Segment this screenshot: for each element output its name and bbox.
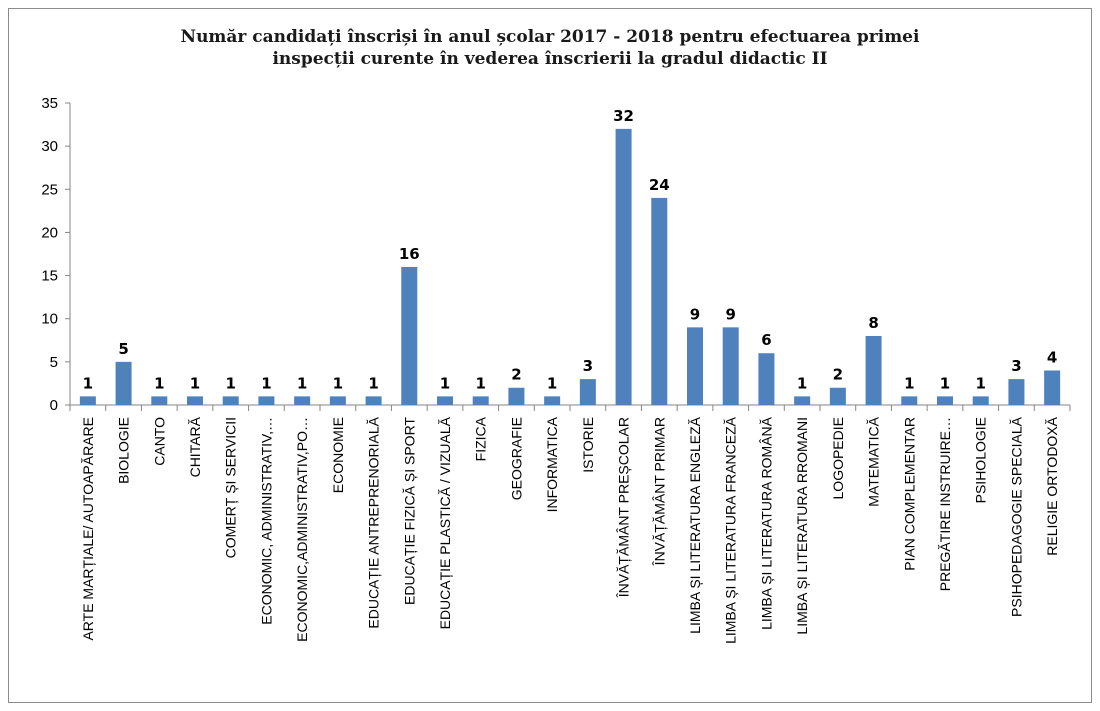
- bar: [115, 361, 132, 405]
- x-tick-label: LOGOPEDIE: [830, 417, 846, 499]
- bar: [758, 353, 775, 405]
- data-label: 2: [833, 366, 843, 384]
- x-tick-label: LIMBA ȘI LITERATURA FRANCEZĂ: [723, 416, 739, 644]
- chart-title-line-1: Număr candidați înscriși în anul școlar …: [180, 27, 920, 47]
- data-label: 9: [725, 305, 735, 323]
- bar: [294, 396, 311, 405]
- data-label: 1: [975, 374, 985, 392]
- x-tick-label: PSIHOPEDAGOGIE SPECIALĂ: [1008, 416, 1024, 617]
- data-label: 16: [399, 245, 420, 263]
- bar: [615, 128, 632, 405]
- data-label: 3: [1011, 357, 1021, 375]
- x-tick-label: CANTO: [151, 417, 167, 466]
- bar: [79, 396, 96, 405]
- y-tick-label: 30: [41, 138, 58, 155]
- x-tick-label: ISTORIE: [580, 417, 596, 473]
- bar: [222, 396, 239, 405]
- data-label: 1: [440, 374, 450, 392]
- x-tick-label: RELIGIE ORTODOXĂ: [1044, 416, 1060, 555]
- x-tick-label: LIMBA ȘI LITERATURA RROMANI: [794, 417, 810, 635]
- bar: [1008, 379, 1025, 405]
- data-label: 1: [83, 374, 93, 392]
- x-tick-label: EDUCAȚIE PLASTICĂ / VIZUALĂ: [437, 416, 453, 629]
- x-tick-label: ÎNVĂȚĂMÂNT PREȘCOLAR: [616, 417, 632, 598]
- x-tick-label: BIOLOGIE: [116, 417, 132, 484]
- chart-title-line-2: inspecții curente în vederea înscrierii …: [272, 49, 828, 69]
- x-tick-label: GEOGRAFIE: [508, 417, 524, 500]
- x-tick-label: PREGĂTIRE INSTRUIRE…: [937, 417, 953, 591]
- data-label: 1: [225, 374, 235, 392]
- bar: [437, 396, 453, 405]
- bar: [829, 387, 846, 405]
- bar: [401, 266, 418, 405]
- x-tick-label: MATEMATICĂ: [866, 416, 882, 506]
- bar: [329, 396, 346, 405]
- y-tick-label: 5: [50, 354, 58, 371]
- bar: [722, 327, 739, 405]
- data-label: 1: [190, 374, 200, 392]
- bar: [865, 335, 882, 405]
- y-tick-label: 35: [41, 95, 58, 112]
- data-label: 6: [761, 331, 771, 349]
- bar: [1044, 370, 1061, 405]
- x-tick-label: INFORMATICA: [544, 416, 560, 512]
- bar: [472, 396, 489, 405]
- x-tick-label: LIMBA ȘI LITERATURA ROMÂNĂ: [758, 416, 774, 630]
- bar: [151, 396, 168, 405]
- data-label: 1: [333, 374, 343, 392]
- bar: [972, 396, 989, 405]
- bar: [687, 327, 703, 405]
- bar: [187, 396, 203, 405]
- data-label: 2: [511, 366, 521, 384]
- y-tick-label: 10: [41, 311, 58, 328]
- data-label: 9: [690, 305, 700, 323]
- y-tick-label: 25: [41, 181, 58, 198]
- data-label: 1: [368, 374, 378, 392]
- data-label: 1: [475, 374, 485, 392]
- data-label: 24: [649, 176, 670, 194]
- y-tick-label: 15: [41, 268, 58, 285]
- data-label: 1: [297, 374, 307, 392]
- y-tick-label: 0: [50, 397, 58, 414]
- data-label: 4: [1047, 348, 1057, 366]
- x-tick-label: EDUCAȚIE FIZICĂ ȘI SPORT: [401, 417, 417, 605]
- data-label: 1: [547, 374, 557, 392]
- x-tick-label: PSIHOLOGIE: [973, 417, 989, 503]
- chart-title: Număr candidați înscriși în anul școlar …: [0, 26, 1100, 70]
- data-label: 3: [583, 357, 593, 375]
- x-tick-label: FIZICA: [473, 416, 489, 461]
- data-label: 8: [868, 314, 878, 332]
- x-tick-label: CHITARĂ: [187, 416, 203, 477]
- x-tick-label: EDUCAȚIE ANTREPRENORIALĂ: [366, 416, 382, 628]
- data-label: 1: [797, 374, 807, 392]
- x-tick-label: ECONOMIC, ADMINISTRATIV,…: [258, 417, 274, 625]
- y-tick-label: 20: [41, 224, 58, 241]
- bar: [651, 197, 668, 405]
- bar: [508, 387, 525, 405]
- data-label: 5: [118, 340, 128, 358]
- x-tick-label: LIMBA ȘI LITERATURA ENGLEZĂ: [687, 416, 703, 633]
- x-tick-label: ECONOMIE: [330, 417, 346, 493]
- x-tick-label: COMERȚ ȘI SERVICII: [223, 417, 239, 558]
- bar: [544, 396, 561, 405]
- bar: [258, 396, 275, 405]
- data-label: 1: [261, 374, 271, 392]
- bar: [365, 396, 382, 405]
- x-tick-label: PIAN COMPLEMENTAR: [901, 417, 917, 571]
- bar: [937, 396, 953, 405]
- bar: [794, 396, 811, 405]
- x-tick-label: ÎNVĂȚĂMÂNT PRIMAR: [651, 417, 667, 566]
- data-label: 1: [904, 374, 914, 392]
- x-tick-label: ARTE MARȚIALE/ AUTOAPĂRARE: [80, 417, 96, 641]
- chart-frame: [8, 8, 1092, 703]
- bar: [901, 396, 918, 405]
- data-label: 1: [940, 374, 950, 392]
- bar: [579, 379, 596, 405]
- x-tick-label: ECONOMIC,ADMINISTRATIV,PO…: [294, 417, 310, 642]
- data-label: 32: [613, 107, 634, 125]
- data-label: 1: [154, 374, 164, 392]
